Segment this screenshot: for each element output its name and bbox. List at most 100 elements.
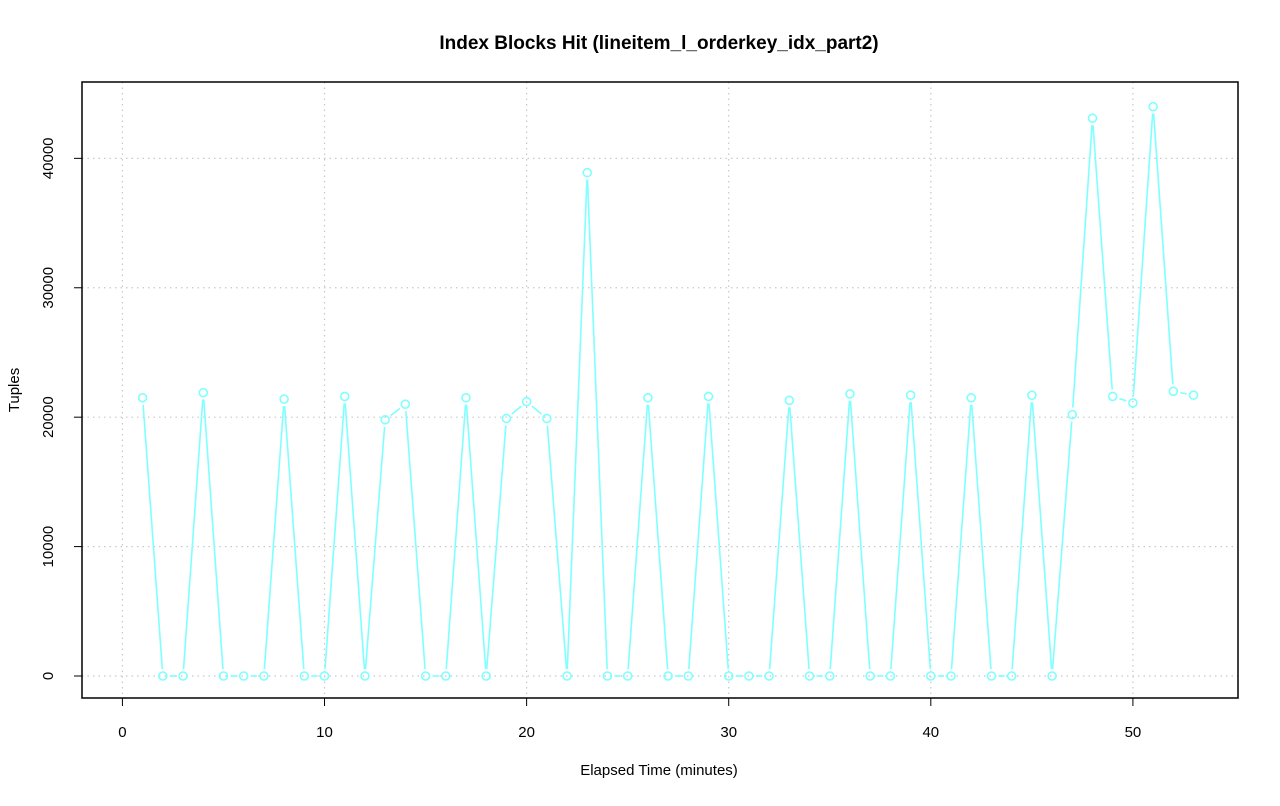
series-line-segment: [910, 402, 932, 670]
data-point: [723, 671, 734, 681]
data-point: [1188, 390, 1199, 400]
data-point: [582, 167, 593, 178]
data-point: [501, 413, 512, 424]
data-point: [1128, 398, 1138, 408]
data-point: [440, 671, 451, 681]
series-line-segment: [324, 403, 346, 670]
y-tick-label: 40000: [40, 137, 57, 179]
data-point: [420, 671, 431, 681]
data-point: [683, 671, 694, 681]
y-tick-label: 20000: [40, 396, 57, 438]
data-point: [137, 392, 148, 403]
series-line-segment: [1031, 402, 1053, 670]
series-line-segment: [142, 404, 164, 670]
series-line-segment: [511, 405, 522, 415]
data-point: [400, 399, 411, 410]
series-line-segment: [829, 400, 851, 670]
data-point: [339, 391, 350, 402]
grid: [82, 82, 1238, 698]
x-tick-label: 0: [118, 724, 126, 741]
series-line-segment: [566, 179, 588, 670]
series-line-segment: [182, 399, 204, 670]
series-line-segment: [1071, 125, 1093, 408]
y-axis-label: Tuples: [6, 368, 23, 412]
data-point: [562, 671, 572, 681]
data-point: [1107, 391, 1118, 402]
series-line-segment: [202, 399, 224, 670]
series-line-segment: [789, 407, 810, 670]
series-line-segment: [849, 400, 871, 670]
plot-frame: [81, 81, 1239, 699]
series-line-segment: [1152, 113, 1174, 385]
x-tick-label: 40: [922, 724, 939, 741]
data-point: [966, 392, 977, 403]
series-line-segment: [465, 404, 487, 670]
series-line-segment: [364, 426, 386, 670]
series-line-segment: [647, 404, 669, 670]
y-tick-label: 10000: [40, 526, 57, 568]
series-line-segment: [1180, 391, 1187, 395]
data-point: [986, 671, 997, 681]
data-point: [319, 671, 330, 681]
data-point: [703, 391, 714, 402]
series-line-segment: [485, 425, 507, 670]
series: [137, 101, 1199, 681]
data-point: [663, 671, 673, 681]
data-point: [521, 396, 532, 407]
data-point: [622, 671, 633, 681]
data-point: [1087, 113, 1098, 124]
data-point: [1006, 671, 1017, 681]
data-point: [643, 392, 653, 403]
data-point: [178, 671, 188, 681]
x-tick-label: 30: [720, 724, 737, 741]
series-line-segment: [1092, 125, 1113, 390]
data-point: [360, 671, 370, 681]
series-line-segment: [405, 411, 426, 670]
data-point: [279, 394, 289, 404]
data-point: [602, 671, 613, 681]
data-point: [1027, 390, 1037, 400]
data-point: [238, 671, 249, 681]
series-line-segment: [1051, 421, 1073, 670]
data-point: [259, 671, 269, 681]
series-line-segment: [546, 425, 568, 670]
series-line-segment: [627, 404, 649, 670]
data-point: [946, 671, 956, 681]
data-point: [542, 413, 552, 424]
series-line-segment: [283, 405, 305, 670]
data-point: [198, 387, 209, 398]
series-line-segment: [890, 402, 911, 670]
data-point: [158, 671, 168, 681]
data-point: [845, 389, 855, 399]
series-line-segment: [445, 404, 467, 670]
data-point: [380, 414, 390, 425]
series-line-segment: [768, 407, 790, 670]
x-axis-label: Elapsed Time (minutes): [580, 762, 738, 779]
series-line-segment: [708, 403, 730, 670]
series-line-segment: [390, 407, 401, 417]
data-point: [299, 671, 310, 681]
data-point: [764, 671, 774, 681]
data-point: [865, 671, 875, 681]
series-line-segment: [344, 403, 366, 670]
x-tick-label: 50: [1125, 724, 1142, 741]
y-tick-label: 30000: [40, 267, 57, 309]
series-line-segment: [263, 405, 285, 670]
series-line-segment: [1011, 402, 1033, 670]
data-point: [744, 671, 754, 681]
x-tick-label: 20: [518, 724, 535, 741]
data-point: [461, 392, 471, 403]
series-line-segment: [1132, 113, 1154, 397]
series-line-segment: [950, 404, 972, 670]
y-tick-label: 0: [40, 672, 57, 680]
x-tick-label: 10: [316, 724, 333, 741]
chart-title: Index Blocks Hit (lineitem_l_orderkey_id…: [439, 33, 878, 54]
data-point: [784, 395, 795, 406]
data-point: [1148, 101, 1158, 112]
data-point: [481, 671, 491, 681]
data-point: [824, 671, 835, 681]
data-point: [905, 390, 916, 400]
series-line-segment: [970, 404, 992, 670]
